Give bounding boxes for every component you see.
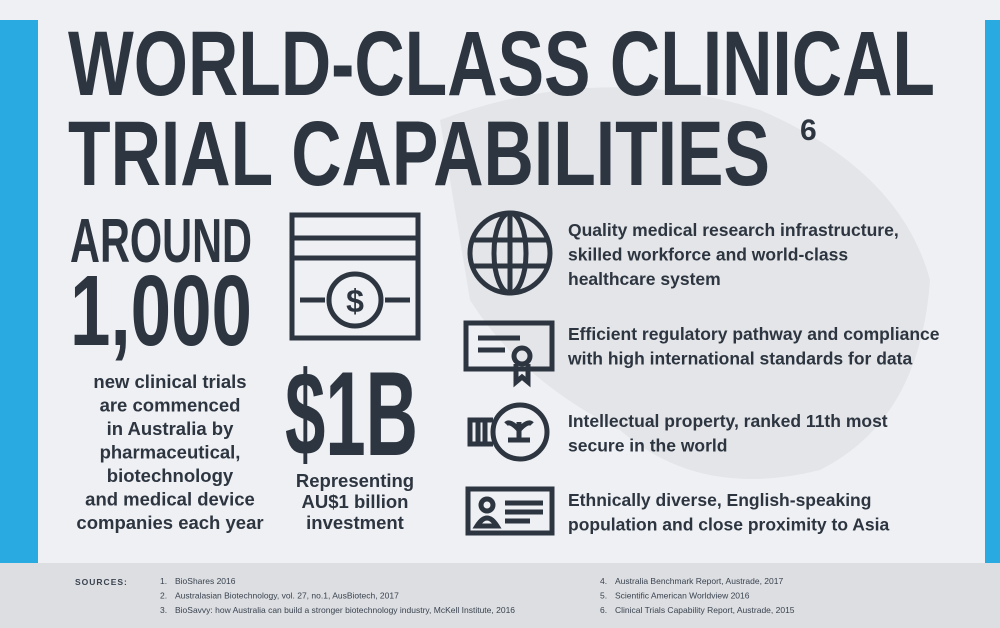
stat-description: companies each year — [76, 512, 263, 533]
title: WORLD-CLASS CLINICAL — [68, 13, 935, 115]
investment-caption: AU$1 billion — [302, 491, 409, 512]
certificate-icon — [463, 320, 555, 388]
source-number: 3. — [160, 605, 167, 615]
stat-description: pharmaceutical, — [100, 442, 241, 463]
stat-description: biotechnology — [107, 465, 234, 486]
source-text: Australia Benchmark Report, Austrade, 20… — [615, 576, 783, 586]
cash-icon: $ — [289, 212, 421, 341]
bulb-icon — [467, 402, 550, 462]
feature-text: secure in the world — [568, 436, 727, 456]
stat-description: are commenced — [100, 395, 241, 416]
source-number: 1. — [160, 576, 167, 586]
id-card-icon — [465, 486, 555, 536]
accent-bar — [985, 20, 1000, 563]
feature-text: with high international standards for da… — [567, 349, 912, 369]
source-number: 5. — [600, 591, 607, 601]
source-text: Clinical Trials Capability Report, Austr… — [615, 605, 795, 615]
stat-description: in Australia by — [107, 418, 235, 439]
stat-number: 1,000 — [70, 255, 252, 367]
source-number: 2. — [160, 591, 167, 601]
globe-icon — [467, 210, 553, 296]
stat-description: and medical device — [85, 489, 255, 510]
source-number: 6. — [600, 605, 607, 615]
feature-text: Efficient regulatory pathway and complia… — [568, 324, 940, 344]
source-text: BioShares 2016 — [175, 576, 236, 586]
feature-text: Intellectual property, ranked 11th most — [568, 411, 888, 431]
superscript: 6 — [800, 114, 817, 147]
source-text: Scientific American Worldview 2016 — [615, 591, 750, 601]
accent-bar — [0, 20, 38, 563]
svg-text:$: $ — [346, 283, 364, 319]
title: TRIAL CAPABILITIES — [68, 103, 770, 205]
footer-bg — [0, 563, 1000, 628]
feature-text: Ethnically diverse, English-speaking — [568, 490, 871, 510]
feature-text: skilled workforce and world-class — [568, 245, 848, 265]
source-text: Australasian Biotechnology, vol. 27, no.… — [175, 591, 399, 601]
feature-text: healthcare system — [568, 269, 721, 289]
investment-caption: investment — [306, 512, 404, 533]
stat-prefix: AROUND — [70, 207, 252, 276]
source-number: 4. — [600, 576, 607, 586]
investment-amount: $1B — [285, 347, 418, 481]
source-text: BioSavvy: how Australia can build a stro… — [175, 605, 515, 615]
investment-caption: Representing — [296, 470, 414, 491]
stat-description: new clinical trials — [93, 371, 246, 392]
feature-text: Quality medical research infrastructure, — [568, 220, 899, 240]
feature-text: population and close proximity to Asia — [568, 515, 889, 535]
map-shape — [440, 87, 930, 479]
sources-label: SOURCES: — [75, 577, 128, 587]
